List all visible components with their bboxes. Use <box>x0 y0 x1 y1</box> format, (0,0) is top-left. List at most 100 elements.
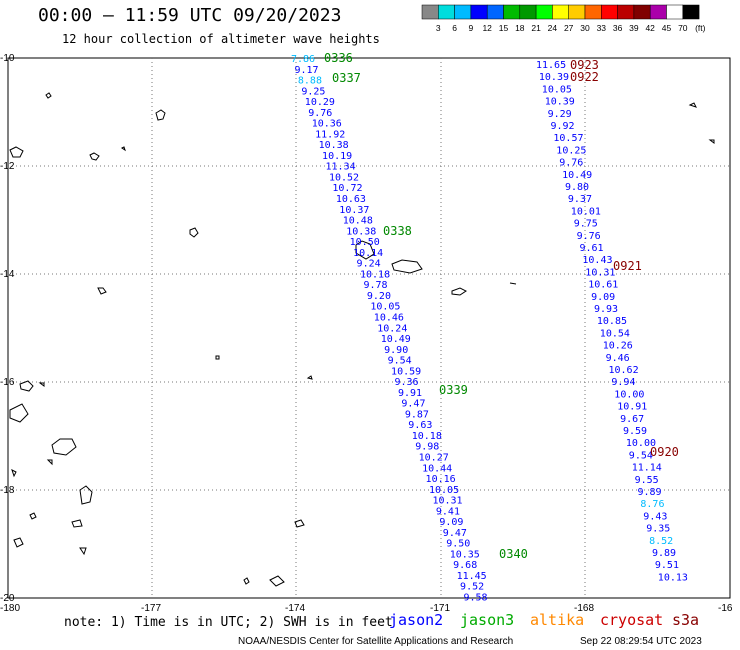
swh-value: 9.87 <box>405 409 429 420</box>
satellite-legend: jason2 jason3 altika cryosat s3a <box>389 611 699 629</box>
swh-value: 9.43 <box>643 511 667 522</box>
swh-value: 9.75 <box>574 219 598 230</box>
pass-time: 0339 <box>439 383 468 397</box>
swh-value: 11.14 <box>632 463 662 474</box>
swh-value: 10.39 <box>539 72 569 83</box>
track-left: 7.869.178.889.2510.299.7610.3611.9210.38… <box>291 54 488 604</box>
legend-s3a: s3a <box>672 611 699 629</box>
island-outline <box>71 519 83 528</box>
scale-swatch <box>633 4 651 20</box>
swh-value: 9.89 <box>652 548 676 559</box>
swh-value: 10.24 <box>377 323 407 334</box>
swh-value: 9.24 <box>357 259 381 270</box>
swh-value: 10.46 <box>374 312 404 323</box>
scale-label: 24 <box>548 23 558 33</box>
swh-value: 9.94 <box>611 377 635 388</box>
swh-value: 9.63 <box>408 420 432 431</box>
scale-swatch <box>438 4 455 20</box>
map-frame <box>7 57 731 599</box>
swh-value: 10.49 <box>381 334 411 345</box>
swh-value: 10.25 <box>556 145 586 156</box>
swh-value: 9.59 <box>623 426 647 437</box>
lat-axis-labels: -10 -12 -14 -16 -18 -20 <box>0 53 15 604</box>
scale-unit: (ft) <box>695 23 706 33</box>
scale-label: 3 <box>436 23 441 33</box>
scale-swatch <box>552 4 569 20</box>
swh-value: 10.26 <box>603 341 633 352</box>
pass-time: 0337 <box>332 71 361 85</box>
swh-value: 10.16 <box>426 474 456 485</box>
pass-time: 0338 <box>383 224 412 238</box>
swh-value: 9.92 <box>551 121 575 132</box>
swh-value: 9.20 <box>367 291 391 302</box>
scale-label: 39 <box>629 23 639 33</box>
swh-value: 10.01 <box>571 206 601 217</box>
scale-swatch <box>617 4 635 20</box>
coastlines <box>9 92 715 587</box>
scale-swatch <box>649 4 667 20</box>
swh-value: 9.52 <box>460 582 484 593</box>
lon-label: -180 <box>0 603 20 614</box>
swh-value: 11.45 <box>457 571 487 582</box>
scale-swatch <box>584 4 602 20</box>
swh-value: 9.29 <box>548 109 572 120</box>
swh-value: 9.76 <box>577 231 601 242</box>
swh-value: 9.93 <box>594 304 618 315</box>
footer-note: note: 1) Time is in UTC; 2) SWH is in fe… <box>64 615 393 630</box>
swh-value: 9.76 <box>308 108 332 119</box>
swh-value: 11.92 <box>315 129 345 140</box>
scale-swatch <box>682 4 700 20</box>
swh-value: 9.91 <box>398 388 422 399</box>
swh-value: 10.48 <box>343 216 373 227</box>
island-outline <box>51 438 77 456</box>
track-right: 11.6510.3910.0510.399.299.9210.5710.259.… <box>536 60 688 583</box>
lon-label: -171 <box>430 603 450 614</box>
swh-value: 9.09 <box>439 517 463 528</box>
pass-time: 0340 <box>499 547 528 561</box>
island-outline <box>9 146 24 158</box>
swh-value: 10.36 <box>312 119 342 130</box>
legend-altika: altika <box>530 611 584 629</box>
lat-label: -20 <box>0 593 15 604</box>
lon-label: -168 <box>574 603 594 614</box>
swh-value: 9.78 <box>363 280 387 291</box>
track-left-times: 0336 0337 0338 0339 0340 <box>324 51 528 561</box>
scale-swatch <box>421 4 439 20</box>
swh-value: 9.50 <box>446 539 470 550</box>
swh-value: 8.88 <box>298 76 322 87</box>
scale-label: 18 <box>515 23 525 33</box>
island-outline <box>46 459 53 466</box>
pass-time: 0336 <box>324 51 353 65</box>
swh-value: 8.76 <box>640 499 664 510</box>
swh-value: 9.54 <box>388 356 412 367</box>
swh-value: 9.17 <box>294 65 318 76</box>
swh-value: 11.65 <box>536 60 566 71</box>
island-outline <box>89 152 100 161</box>
scale-swatch <box>519 4 537 20</box>
island-outline <box>11 469 17 478</box>
swh-value: 9.09 <box>591 292 615 303</box>
legend-jason2: jason2 <box>389 611 443 629</box>
map-subtitle: 12 hour collection of altimeter wave hei… <box>62 32 380 46</box>
island-outline <box>9 403 29 423</box>
swh-value: 10.39 <box>545 97 575 108</box>
lon-label: -177 <box>141 603 161 614</box>
swh-value: 9.76 <box>559 158 583 169</box>
swh-value: 10.19 <box>322 151 352 162</box>
swh-value: 10.00 <box>614 389 644 400</box>
swh-value: 9.90 <box>384 345 408 356</box>
scale-swatch <box>503 4 521 20</box>
swh-value: 9.54 <box>629 450 653 461</box>
pass-time: 0922 <box>570 70 599 84</box>
pass-time: 0921 <box>613 259 642 273</box>
pass-time: 0923 <box>570 58 599 72</box>
swh-value: 9.41 <box>436 506 460 517</box>
island-outline <box>38 382 45 387</box>
swh-value: 10.52 <box>329 172 359 183</box>
scale-label: 21 <box>531 23 541 33</box>
island-outline <box>189 227 199 238</box>
swh-value: 10.59 <box>391 366 421 377</box>
swh-value: 9.68 <box>453 560 477 571</box>
lon-axis-labels: -180 -177 -174 -171 -168 -16 <box>0 603 733 614</box>
island-outline <box>355 240 375 260</box>
